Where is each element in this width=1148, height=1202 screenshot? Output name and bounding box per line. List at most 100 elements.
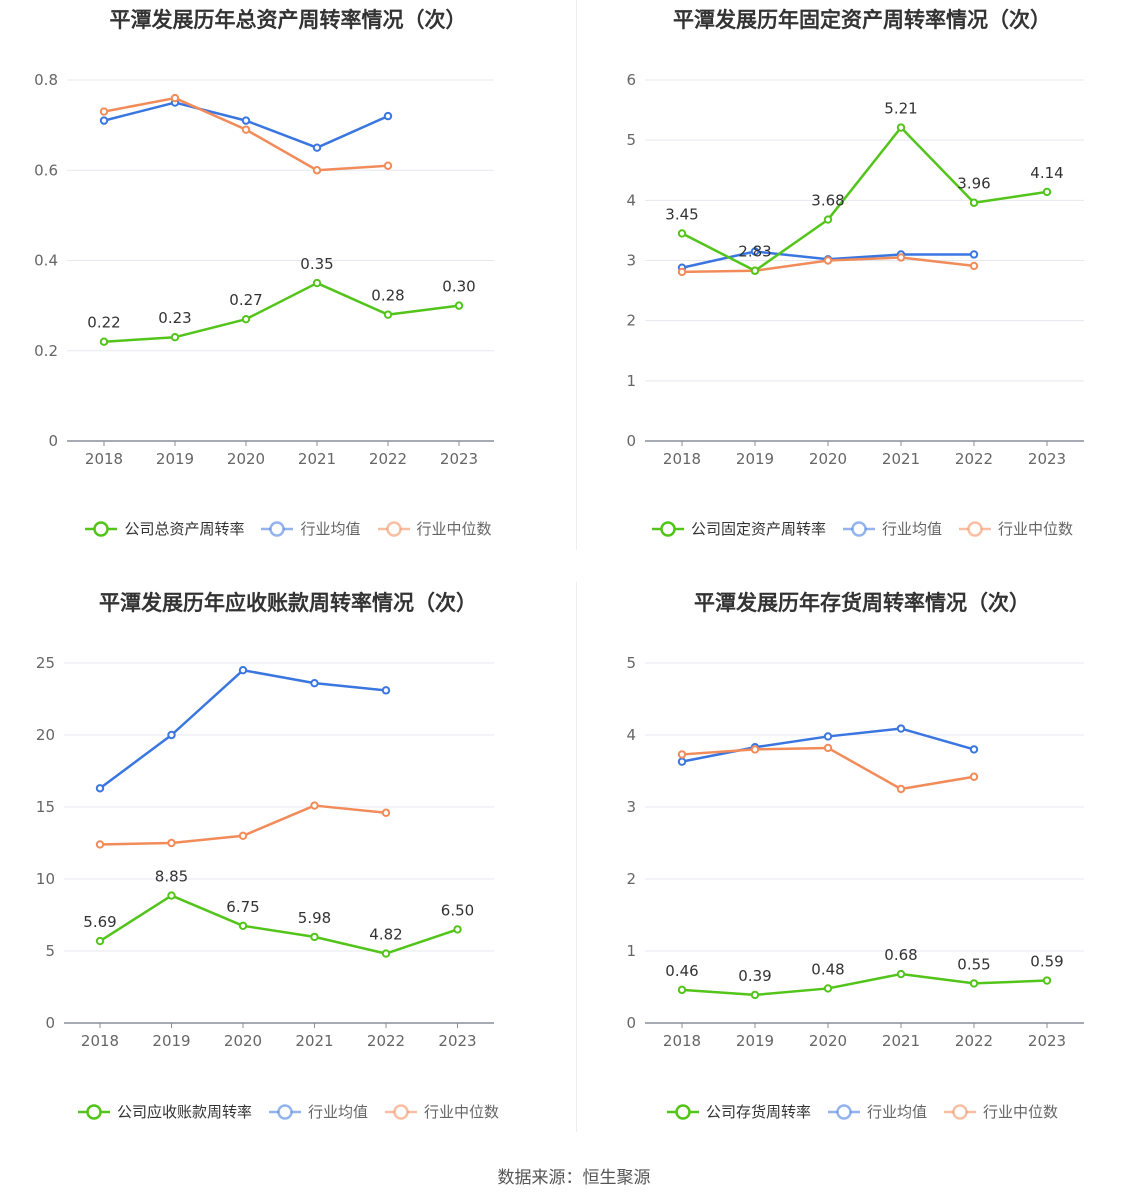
data-label: 0.23	[158, 309, 191, 327]
x-tick-label: 2022	[955, 1032, 993, 1050]
data-label: 5.69	[83, 913, 116, 931]
legend-label: 行业均值	[307, 1103, 368, 1121]
data-point-company	[823, 215, 833, 224]
data-label: 0.39	[738, 967, 771, 985]
data-point-median	[167, 838, 176, 848]
x-tick-label: 2021	[882, 1032, 920, 1050]
x-tick-label: 2022	[367, 1032, 405, 1050]
chart-plot: 0 5 10 15 20 25 2018 2019 2020 2021 2022 2023 5.69 8.…	[36, 654, 494, 1050]
chart-legend: 公司应收账款周转率 行业均值 行业中位数	[0, 1101, 576, 1122]
legend-item-median[interactable]: 行业中位数	[943, 1101, 1058, 1122]
y-tick-label: 0.4	[34, 252, 58, 270]
data-point-company	[99, 337, 109, 346]
y-tick-label: 0	[626, 432, 636, 450]
data-label: 5.21	[884, 100, 917, 118]
legend-line-icon	[651, 520, 684, 537]
data-point-company	[969, 198, 979, 207]
series-line-company	[99, 894, 458, 955]
series-line-avg	[99, 668, 387, 790]
panel-divider	[576, 582, 577, 1132]
legend-item-company[interactable]: 公司固定资产周转率	[651, 518, 826, 539]
data-point-avg	[312, 143, 322, 152]
data-label: 0.22	[87, 314, 120, 332]
data-point-median	[969, 261, 979, 271]
y-tick-label: 0.8	[34, 71, 58, 89]
data-point-avg	[95, 784, 105, 793]
legend-line-icon	[261, 520, 294, 537]
data-point-median	[896, 253, 906, 262]
data-point-company	[896, 969, 906, 979]
legend-item-company[interactable]: 公司总资产周转率	[84, 518, 244, 539]
legend-label: 公司应收账款周转率	[116, 1103, 252, 1121]
legend-item-avg[interactable]: 行业均值	[268, 1101, 368, 1122]
y-tick-label: 2	[626, 312, 636, 330]
data-label: 6.75	[226, 898, 259, 916]
data-point-company	[823, 984, 833, 993]
data-point-avg	[241, 116, 251, 125]
legend-label: 行业中位数	[416, 520, 492, 538]
legend-item-company[interactable]: 公司应收账款周转率	[77, 1101, 252, 1122]
y-tick-label: 5	[626, 131, 636, 149]
legend-item-median[interactable]: 行业中位数	[384, 1101, 499, 1122]
x-tick-label: 2020	[809, 450, 847, 468]
chart-title: 平潭发展历年应收账款周转率情况（次）	[99, 591, 477, 615]
data-label: 4.14	[1030, 164, 1063, 182]
data-point-company	[453, 925, 462, 934]
legend-item-median[interactable]: 行业中位数	[377, 518, 492, 539]
data-label: 3.68	[811, 192, 844, 210]
data-point-company	[677, 985, 687, 995]
data-point-company	[312, 278, 322, 288]
chart-total-asset-turnover: 平潭发展历年总资产周转率情况（次） 0 0.2 0.4 0.6 0.8 2018 2019 2…	[0, 0, 576, 560]
data-point-avg	[896, 724, 906, 733]
y-tick-label: 1	[626, 942, 636, 960]
legend-item-company[interactable]: 公司存货周转率	[666, 1101, 811, 1122]
y-tick-label: 6	[626, 71, 636, 89]
x-tick-label: 2018	[85, 450, 123, 468]
legend-item-avg[interactable]: 行业均值	[842, 518, 942, 539]
data-point-avg	[750, 247, 760, 256]
data-point-median	[823, 743, 833, 753]
chart-legend: 公司总资产周转率 行业均值 行业中位数	[0, 518, 576, 539]
y-tick-label: 20	[36, 726, 55, 744]
legend-label: 公司总资产周转率	[124, 520, 245, 538]
x-tick-label: 2019	[736, 1032, 774, 1050]
y-tick-label: 3	[626, 252, 636, 270]
x-tick-label: 2023	[1028, 450, 1066, 468]
legend-item-median[interactable]: 行业中位数	[958, 518, 1073, 539]
panel-divider	[576, 0, 577, 550]
legend-line-icon	[842, 520, 875, 537]
y-tick-label: 0	[48, 432, 58, 450]
data-point-avg	[969, 250, 979, 259]
y-tick-label: 3	[626, 798, 636, 816]
data-point-median	[896, 784, 906, 794]
legend-line-icon	[268, 1103, 301, 1120]
data-point-company	[454, 301, 464, 310]
chart-plot: 0 1 2 3 4 5 2018 2019 2020 2021 2022 2023 0.46 0.39 0.…	[626, 654, 1084, 1050]
chart-title: 平潭发展历年总资产周转率情况（次）	[109, 8, 467, 32]
x-tick-label: 2023	[440, 450, 478, 468]
data-label: 5.98	[298, 909, 331, 927]
data-point-company	[1042, 187, 1052, 197]
legend-line-icon	[77, 1103, 110, 1120]
data-source: 数据来源：恒生聚源	[497, 1168, 651, 1188]
legend-item-avg[interactable]: 行业均值	[827, 1101, 927, 1122]
data-point-company	[310, 932, 319, 942]
legend-label: 行业中位数	[424, 1103, 500, 1121]
data-point-avg	[238, 666, 248, 675]
legend-line-icon	[959, 520, 991, 537]
x-tick-label: 2018	[663, 450, 701, 468]
legend-label: 行业中位数	[983, 1103, 1059, 1121]
data-label: 0.55	[957, 955, 990, 973]
data-point-median	[95, 840, 105, 849]
y-tick-label: 4	[626, 191, 636, 209]
data-point-median	[170, 93, 180, 103]
legend-item-avg[interactable]: 行业均值	[260, 518, 361, 539]
data-point-company	[170, 333, 180, 342]
data-point-avg	[99, 116, 109, 125]
y-tick-label: 5	[45, 942, 55, 960]
data-point-median	[312, 166, 322, 175]
x-tick-label: 2019	[156, 450, 194, 468]
data-label: 0.27	[229, 291, 262, 309]
y-tick-label: 0.6	[34, 161, 58, 179]
x-tick-label: 2018	[663, 1032, 701, 1050]
